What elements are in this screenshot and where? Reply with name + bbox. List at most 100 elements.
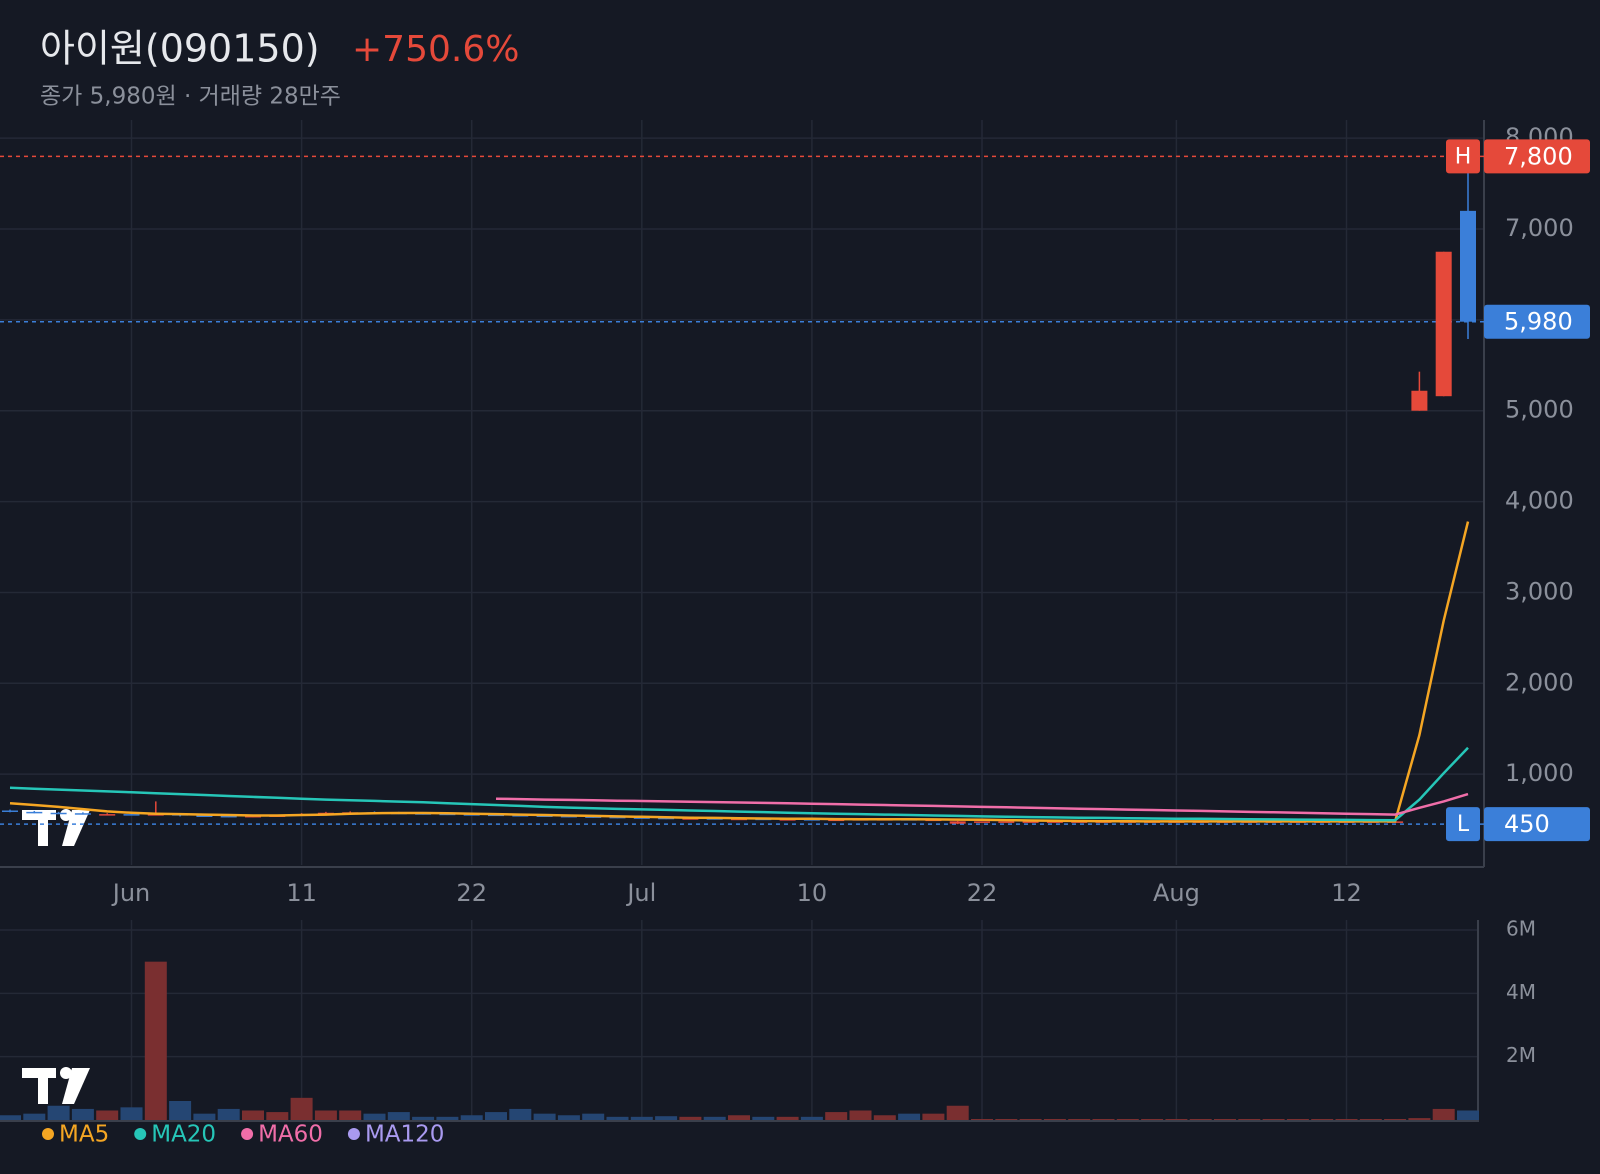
volume-bar <box>509 1108 532 1120</box>
volume-bar <box>485 1112 507 1120</box>
price-label-box <box>1484 304 1590 339</box>
volume-bar <box>1116 1119 1139 1120</box>
candle-body <box>50 812 67 815</box>
logo <box>22 809 90 1104</box>
y-tick-label: 2M <box>1506 1043 1536 1067</box>
volume-bar <box>849 1110 872 1120</box>
volume-bar <box>557 1115 580 1120</box>
y-tick-label: 2,000 <box>1505 668 1574 696</box>
candle-body <box>974 821 990 823</box>
y-tick-label: 4,000 <box>1505 487 1574 515</box>
legend-label: MA5 <box>59 1122 109 1148</box>
volume-bar <box>1262 1119 1285 1120</box>
y-tick-label: 3,000 <box>1505 577 1574 605</box>
volume-bar <box>1165 1119 1188 1120</box>
legend-label: MA60 <box>258 1122 323 1148</box>
candle-body <box>74 813 91 815</box>
volume-bar <box>363 1113 386 1120</box>
x-tick-label: 22 <box>456 879 487 907</box>
candle-body <box>1435 251 1452 397</box>
candle-body <box>123 814 140 816</box>
volume-bar <box>946 1105 969 1120</box>
volume-bar <box>1238 1119 1261 1120</box>
volume-bar <box>655 1116 678 1120</box>
volume-bar <box>703 1116 726 1120</box>
x-tick-label: 11 <box>286 879 317 907</box>
legend-dot <box>347 1128 360 1140</box>
price-label-box <box>1484 139 1590 174</box>
volume-bar <box>1189 1119 1212 1120</box>
candle-body <box>1046 821 1063 823</box>
volume-bar <box>1019 1119 1042 1120</box>
volume-bar <box>825 1112 848 1120</box>
volume-bar <box>1311 1119 1334 1120</box>
candle-body <box>633 817 650 819</box>
candle-body <box>1022 821 1039 823</box>
y-tick-label: 6M <box>1506 917 1536 941</box>
price-tag: H <box>1455 144 1472 169</box>
volume-bar <box>1384 1119 1407 1120</box>
candle-body <box>196 815 213 817</box>
volume-bar <box>387 1112 410 1120</box>
chart-title: 아이원(090150) <box>40 27 320 71</box>
volume-bar <box>582 1113 605 1120</box>
legend-label: MA120 <box>365 1122 444 1148</box>
y-tick-label: 4M <box>1506 980 1536 1004</box>
volume-bar <box>96 1110 119 1120</box>
x-tick-label: 10 <box>797 879 828 907</box>
volume-bar <box>1141 1119 1164 1120</box>
volume-bar <box>0 1115 21 1120</box>
volume-bar <box>1457 1110 1479 1120</box>
price-tag: L <box>1457 812 1470 837</box>
legend-label: MA20 <box>151 1122 216 1148</box>
price-label: 7,800 <box>1504 142 1573 170</box>
volume-bar <box>314 1110 337 1120</box>
volume-bar <box>1214 1119 1236 1120</box>
volume-bar <box>995 1119 1018 1120</box>
volume-bar <box>460 1115 483 1120</box>
candle-body <box>998 821 1015 823</box>
volume-bar <box>242 1110 264 1120</box>
volume-bar <box>71 1108 94 1120</box>
volume-bar <box>217 1108 240 1120</box>
change-rate: +750.6% <box>352 29 519 70</box>
price-label: 5,980 <box>1504 308 1573 336</box>
volume-bar <box>1286 1119 1309 1120</box>
legend-dot <box>134 1128 147 1140</box>
volume-bar <box>971 1119 993 1120</box>
volume-bar <box>436 1116 459 1120</box>
volume-bar <box>630 1116 653 1120</box>
x-tick-label: Aug <box>1153 879 1200 907</box>
volume-bar <box>169 1101 192 1120</box>
volume-bar <box>1068 1119 1091 1120</box>
volume-bar <box>193 1113 216 1120</box>
volume-bar <box>23 1113 46 1120</box>
candle-body <box>1460 210 1476 322</box>
volume-bar <box>728 1115 750 1120</box>
candle-body <box>1411 390 1428 411</box>
x-tick-label: Jun <box>111 879 151 907</box>
x-tick-label: Jul <box>625 879 656 907</box>
y-tick-label: 7,000 <box>1505 214 1574 242</box>
volume-bar <box>47 1105 70 1120</box>
volume-bar <box>922 1113 945 1120</box>
price-tag-box <box>1446 139 1480 174</box>
x-tick-label: 22 <box>967 879 998 907</box>
subtitle: 종가 5,980원 · 거래량 28만주 <box>40 84 341 110</box>
volume-bar <box>776 1116 799 1120</box>
price-label-box <box>1484 807 1590 842</box>
volume-bar <box>533 1113 556 1120</box>
volume-bar <box>679 1116 702 1120</box>
candle-body <box>2 810 18 812</box>
price-tag-box <box>1446 807 1480 842</box>
price-label: 450 <box>1504 810 1550 838</box>
volume-bar <box>1092 1119 1115 1120</box>
ma-line <box>495 792 1469 816</box>
volume-bar <box>1335 1119 1358 1120</box>
volume-bar <box>120 1107 143 1120</box>
volume-bar <box>1432 1108 1455 1120</box>
volume-bar <box>898 1113 921 1120</box>
volume-bar <box>1359 1119 1382 1120</box>
